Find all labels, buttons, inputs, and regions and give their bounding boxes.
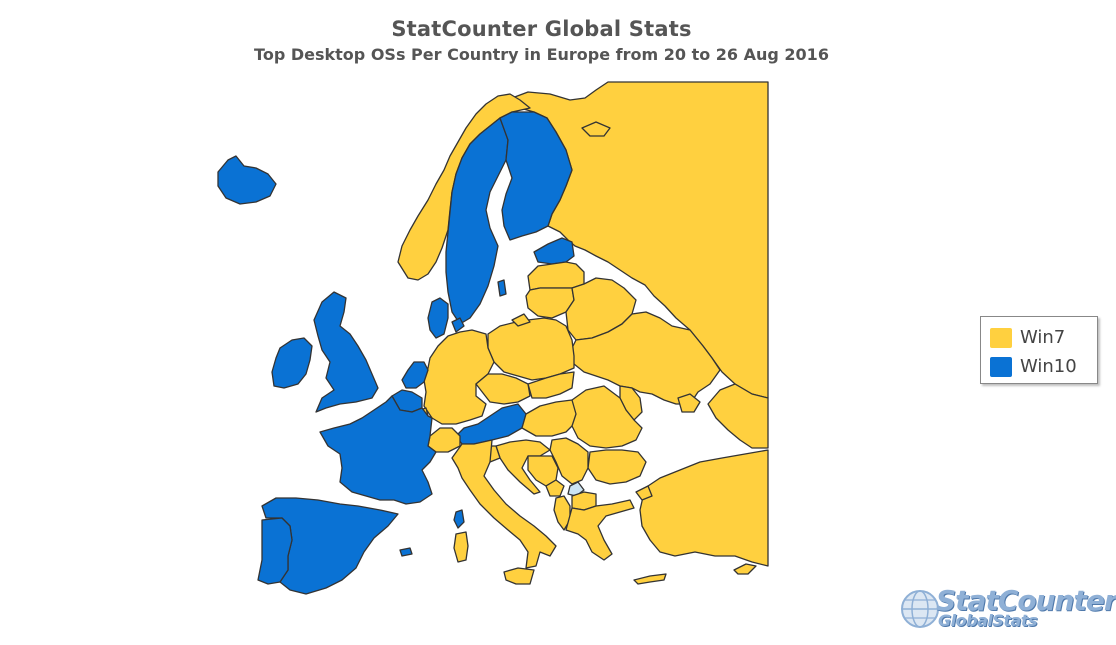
chart-subtitle: Top Desktop OSs Per Country in Europe fr… bbox=[254, 45, 829, 64]
country-croatia[interactable] bbox=[495, 439, 551, 495]
country-uk[interactable] bbox=[313, 291, 379, 413]
country-germany[interactable] bbox=[423, 329, 495, 425]
country-russia-kola[interactable] bbox=[581, 121, 611, 137]
country-france-corsica[interactable] bbox=[453, 509, 465, 529]
country-spain-balearic[interactable] bbox=[399, 547, 413, 557]
country-ukraine[interactable] bbox=[569, 311, 721, 405]
country-switzerland[interactable] bbox=[427, 427, 461, 453]
country-greece[interactable] bbox=[565, 499, 635, 561]
country-hungary[interactable] bbox=[521, 399, 581, 437]
country-montenegro[interactable] bbox=[545, 479, 565, 497]
country-ukraine-crimea[interactable] bbox=[677, 393, 701, 413]
country-romania[interactable] bbox=[571, 385, 643, 449]
statcounter-logo: StatCounter GlobalStats bbox=[900, 584, 1116, 634]
legend-item-win7[interactable]: Win7 bbox=[990, 323, 1097, 352]
chart-title: StatCounter Global Stats bbox=[391, 17, 692, 41]
country-netherlands[interactable] bbox=[401, 361, 429, 389]
legend-label-win10: Win10 bbox=[1020, 356, 1077, 377]
country-cyprus[interactable] bbox=[733, 563, 757, 575]
legend-swatch-win7 bbox=[990, 327, 1012, 348]
country-poland[interactable] bbox=[487, 317, 575, 381]
country-denmark-island[interactable] bbox=[451, 317, 465, 333]
country-latvia[interactable] bbox=[527, 261, 585, 291]
legend-label-win7: Win7 bbox=[1020, 327, 1066, 348]
logo-sub-text: GlobalStats bbox=[938, 611, 1037, 630]
country-norway[interactable] bbox=[397, 93, 531, 281]
country-bulgaria[interactable] bbox=[587, 449, 647, 485]
country-russia-kaliningrad[interactable] bbox=[511, 313, 531, 327]
country-greece-crete[interactable] bbox=[633, 573, 667, 585]
country-turkey[interactable] bbox=[639, 449, 769, 567]
logo-brand-text: StatCounter bbox=[936, 584, 1116, 617]
country-slovakia[interactable] bbox=[527, 371, 575, 399]
country-iceland[interactable] bbox=[217, 155, 277, 205]
legend-item-win10[interactable]: Win10 bbox=[990, 352, 1097, 381]
legend: Win7 Win10 bbox=[980, 316, 1098, 384]
country-sweden[interactable] bbox=[445, 117, 509, 325]
legend-swatch-win10 bbox=[990, 356, 1012, 377]
country-czech[interactable] bbox=[475, 373, 531, 405]
country-sweden-gotland[interactable] bbox=[497, 279, 507, 297]
country-italy-sardinia[interactable] bbox=[453, 531, 469, 563]
country-estonia[interactable] bbox=[533, 237, 575, 265]
country-italy[interactable] bbox=[451, 439, 557, 569]
country-portugal[interactable] bbox=[257, 517, 293, 585]
country-italy-sicily[interactable] bbox=[503, 567, 535, 585]
country-denmark[interactable] bbox=[427, 297, 449, 339]
globe-icon bbox=[901, 590, 939, 628]
country-france[interactable] bbox=[319, 395, 437, 505]
country-ireland[interactable] bbox=[271, 337, 313, 389]
country-russia-south[interactable] bbox=[707, 383, 769, 449]
country-finland[interactable] bbox=[499, 111, 573, 241]
country-turkey-europe[interactable] bbox=[635, 485, 653, 501]
country-serbia[interactable] bbox=[549, 437, 589, 485]
